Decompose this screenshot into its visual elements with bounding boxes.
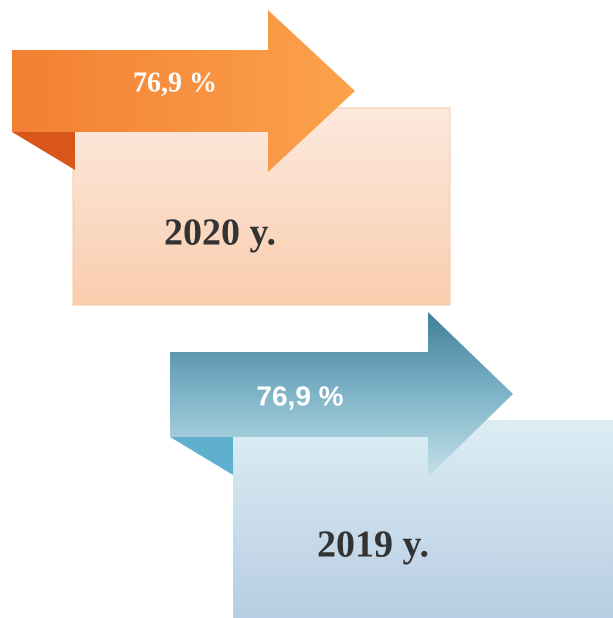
arrow <box>170 312 513 477</box>
year-box <box>233 420 613 618</box>
fold <box>12 132 75 170</box>
year-label: 2019 y. <box>317 524 429 566</box>
year-box <box>72 107 451 306</box>
arrow-label: 76,9 % <box>133 67 217 98</box>
arrow <box>12 10 355 172</box>
arrow-label: 76,9 % <box>256 380 343 411</box>
fold <box>170 437 233 475</box>
year-label: 2020 y. <box>164 212 276 254</box>
